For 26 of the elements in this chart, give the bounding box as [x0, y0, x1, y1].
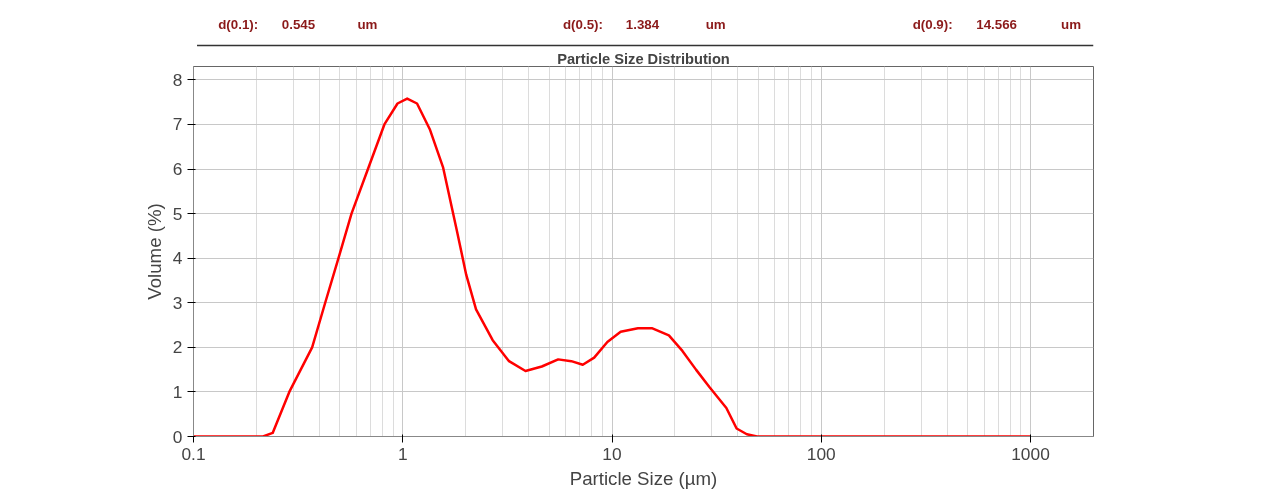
text: 14.566: [976, 17, 1017, 32]
y-tick-label: 3: [172, 292, 183, 313]
text: 0.545: [281, 17, 316, 32]
text: d(0.9):: [912, 17, 953, 32]
y-tick-label: 5: [172, 203, 183, 224]
chart-title: Particle Size Distribution: [557, 50, 730, 67]
x-tick-label: 100: [806, 443, 836, 464]
text: um: [357, 17, 378, 32]
y-tick-label: 7: [172, 114, 183, 135]
y-tick-label: 8: [172, 69, 183, 90]
y-tick-label: 1: [172, 381, 183, 402]
x-tick-label: 1000: [1011, 443, 1050, 464]
x-tick-label: 1: [397, 443, 408, 464]
text: um: [1061, 17, 1082, 32]
y-axis-title: Volume (%): [143, 203, 165, 300]
y-tick-label: 0: [172, 426, 183, 447]
text: d(0.1):: [218, 17, 259, 32]
text: d(0.5):: [562, 17, 603, 32]
x-axis-title: Particle Size (µm): [569, 467, 718, 489]
text: um: [705, 17, 726, 32]
text: 1.384: [625, 17, 660, 32]
x-tick-label: 0.1: [181, 443, 206, 464]
y-tick-label: 4: [172, 248, 183, 269]
y-tick-label: 6: [172, 159, 183, 180]
x-tick-label: 10: [602, 443, 622, 464]
y-tick-label: 2: [172, 337, 183, 358]
